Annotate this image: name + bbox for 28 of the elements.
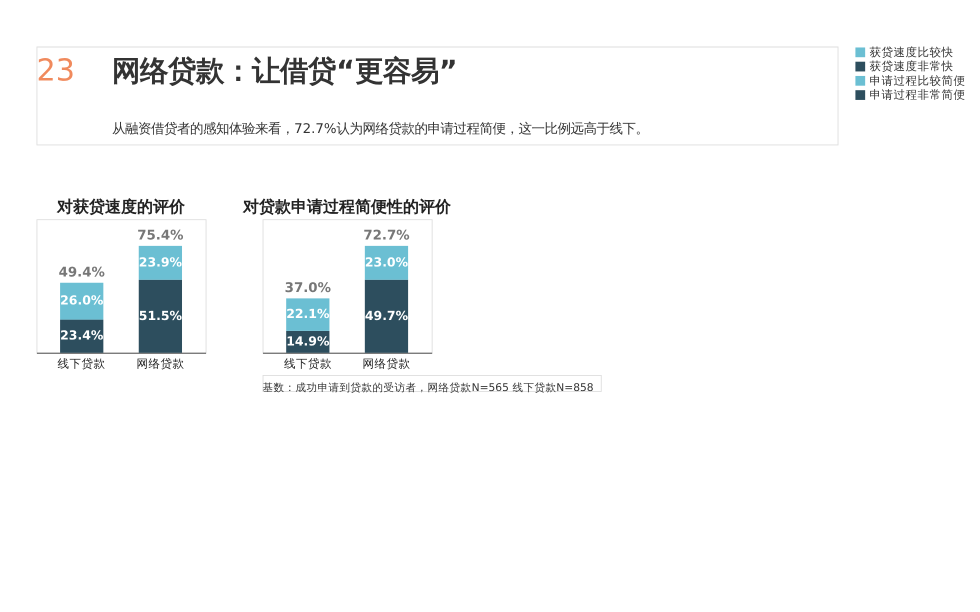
legend-label: 获贷速度非常快 xyxy=(870,59,954,74)
data-label: 14.9% xyxy=(286,333,330,348)
data-label: 49.7% xyxy=(364,308,409,323)
x-tick-label: 网络贷款 xyxy=(136,356,184,370)
total-label: 75.4% xyxy=(137,228,184,244)
text: 网络贷款：让借贷“更容易” xyxy=(112,54,458,88)
bar xyxy=(364,280,408,353)
text: 基数：成功申请到贷款的受访者，网络贷款N=565 线下贷款N=858 xyxy=(262,381,594,394)
data-label: 51.5% xyxy=(138,308,183,323)
bar xyxy=(138,280,182,353)
data-label: 23.4% xyxy=(60,328,104,343)
text: 申请过程非常简便 xyxy=(870,88,966,102)
data-label: 22.1% xyxy=(286,306,330,322)
chart-title: 对获贷速度的评价 xyxy=(56,197,186,216)
text: 从融资借贷者的感知体验来看，72.7%认为网络贷款的申请过程简便，这一比例远高于线下。 xyxy=(112,120,649,137)
legend-label: 获贷速度比较快 xyxy=(870,44,954,59)
x-tick-label: 网络贷款 xyxy=(362,356,410,370)
text: 申请过程比较简便 xyxy=(870,73,966,88)
x-tick-label: 线下贷款 xyxy=(58,356,106,370)
data-label: 23.0% xyxy=(364,254,409,270)
data-label: 26.0% xyxy=(60,292,104,308)
total-label: 72.7% xyxy=(363,228,410,244)
text: 23 xyxy=(36,53,75,88)
data-label: 23.9% xyxy=(138,254,183,270)
total-label: 37.0% xyxy=(284,281,331,296)
total-label: 49.4% xyxy=(58,266,105,281)
chart-title: 对贷款申请过程简便性的评价 xyxy=(242,197,452,216)
x-tick-label: 线下贷款 xyxy=(284,356,332,370)
